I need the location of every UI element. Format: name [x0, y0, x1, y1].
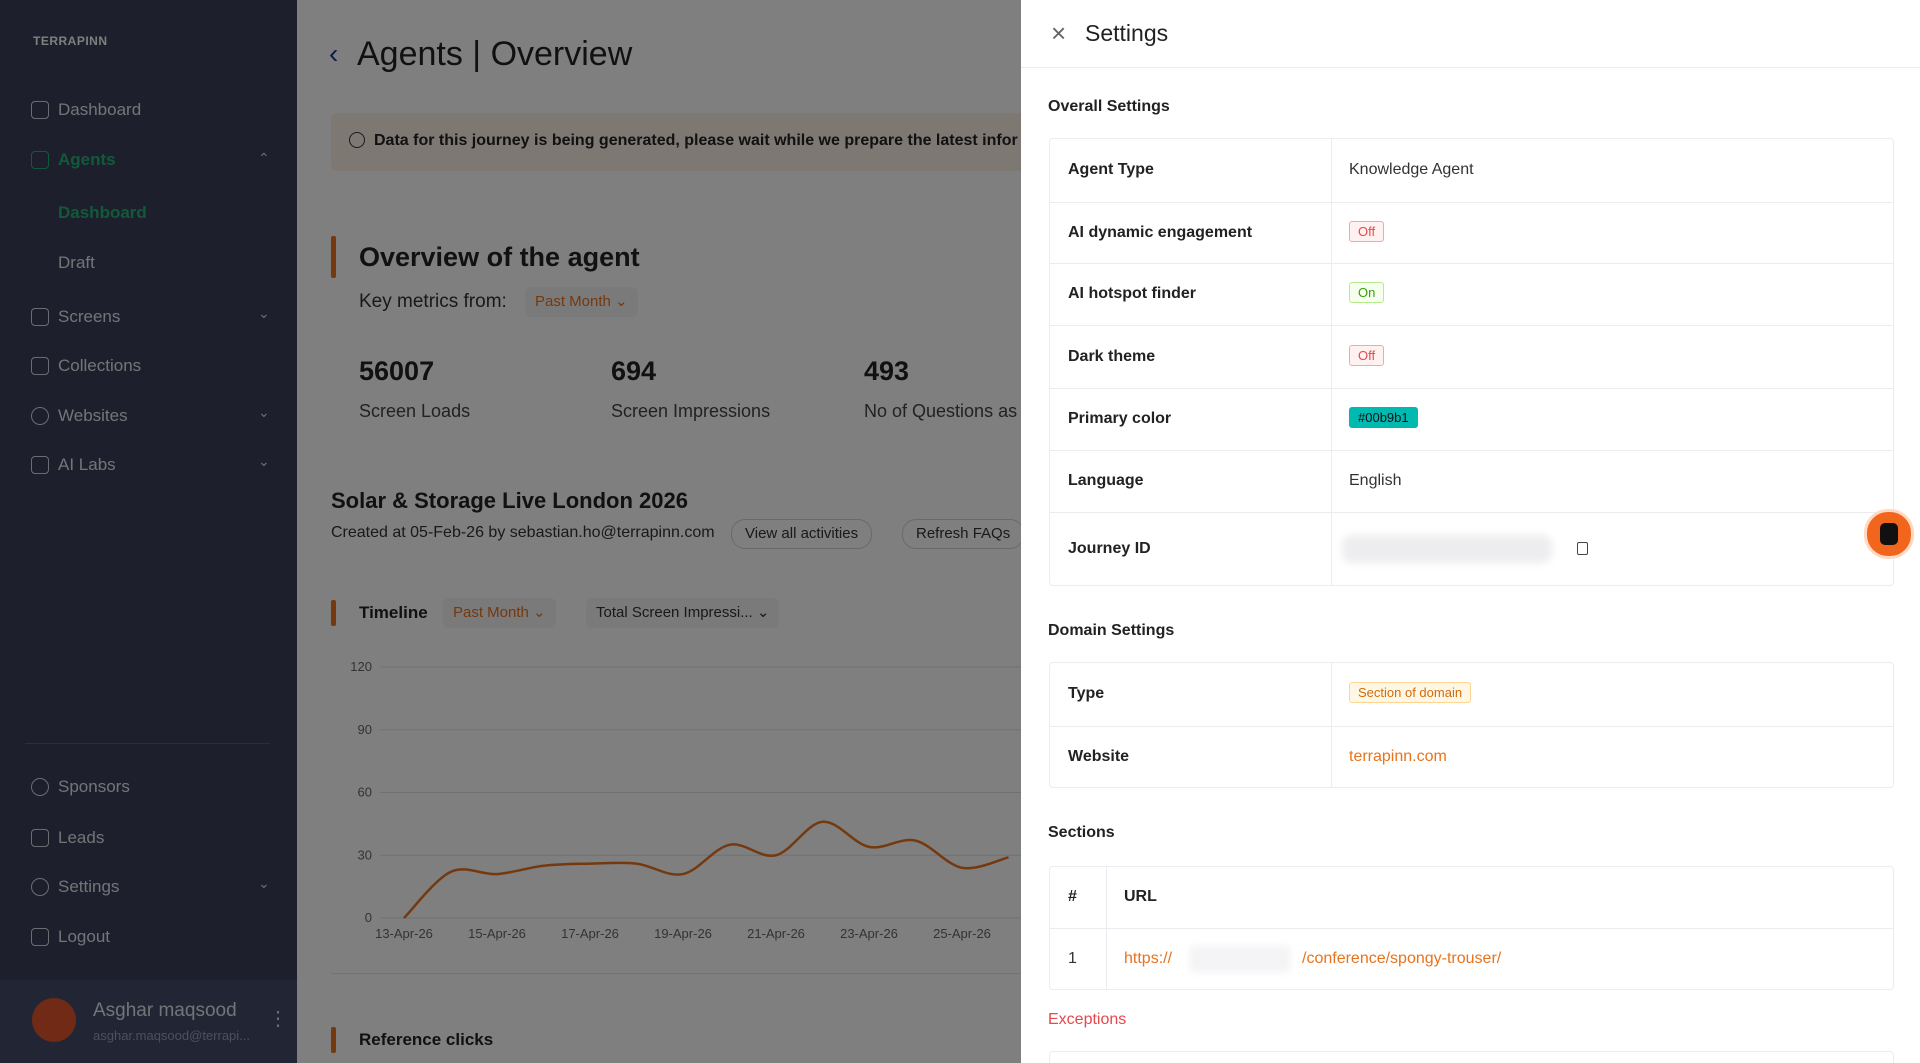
- section-heading: Domain Settings: [1048, 622, 1175, 639]
- column-header: URL: [1124, 888, 1157, 905]
- table-header: # URL: [1050, 867, 1893, 928]
- table-row: AI hotspot finder On: [1050, 263, 1893, 326]
- blurred-value: [1342, 535, 1552, 563]
- row-label: Agent Type: [1068, 161, 1154, 178]
- floating-help-button[interactable]: [1864, 509, 1914, 559]
- column-divider: [1331, 663, 1332, 787]
- table-row: Primary color #00b9b1: [1050, 388, 1893, 451]
- copy-button[interactable]: [1577, 542, 1588, 555]
- blurred-url: [1190, 946, 1290, 972]
- settings-table: Agent Type Knowledge Agent AI dynamic en…: [1049, 138, 1894, 586]
- section-heading: Exceptions: [1048, 1011, 1127, 1028]
- color-tag: #00b9b1: [1349, 407, 1418, 428]
- column-divider: [1331, 139, 1332, 585]
- table-row: Language English: [1050, 450, 1893, 513]
- row-label: Dark theme: [1068, 348, 1156, 365]
- section-heading: Sections: [1048, 824, 1115, 841]
- table-row: Agent Type Knowledge Agent: [1050, 139, 1893, 202]
- row-label: Type: [1068, 685, 1105, 702]
- row-label: Language: [1068, 472, 1144, 489]
- url-start[interactable]: https://: [1124, 950, 1173, 967]
- status-tag: On: [1349, 282, 1385, 303]
- status-tag: Off: [1349, 345, 1385, 366]
- url-end[interactable]: /conference/spongy-trouser/: [1302, 950, 1502, 967]
- table-row: Journey ID: [1050, 512, 1893, 586]
- status-tag: Off: [1349, 221, 1385, 242]
- row-label: AI dynamic engagement: [1068, 224, 1253, 241]
- table-row: Type Section of domain: [1050, 663, 1893, 726]
- modal-overlay[interactable]: [0, 0, 1021, 1063]
- row-label: Journey ID: [1068, 540, 1151, 557]
- help-icon: [1880, 523, 1898, 545]
- row-value: Knowledge Agent: [1349, 161, 1474, 178]
- row-label: AI hotspot finder: [1068, 285, 1196, 302]
- sections-table: # URL 1 https:// /conference/spongy-trou…: [1049, 866, 1894, 990]
- row-value: English: [1349, 472, 1402, 489]
- settings-panel: × Settings Overall Settings Agent Type K…: [1021, 0, 1920, 1063]
- type-tag: Section of domain: [1349, 682, 1472, 703]
- row-label: Website: [1068, 748, 1130, 765]
- section-heading: Overall Settings: [1048, 98, 1170, 115]
- table-row: Dark theme Off: [1050, 325, 1893, 389]
- row-label: Primary color: [1068, 410, 1172, 427]
- exceptions-table: [1049, 1051, 1894, 1063]
- table-row: Website terrapinn.com: [1050, 726, 1893, 788]
- panel-title: Settings: [1085, 20, 1169, 46]
- table-row: 1 https:// /conference/spongy-trouser/: [1050, 928, 1893, 990]
- row-index: 1: [1068, 950, 1077, 967]
- website-link[interactable]: terrapinn.com: [1349, 748, 1447, 765]
- table-row: AI dynamic engagement Off: [1050, 202, 1893, 264]
- column-header: #: [1068, 888, 1077, 905]
- close-button[interactable]: ×: [1051, 18, 1067, 48]
- divider: [1021, 67, 1920, 68]
- domain-table: Type Section of domain Website terrapinn…: [1049, 662, 1894, 788]
